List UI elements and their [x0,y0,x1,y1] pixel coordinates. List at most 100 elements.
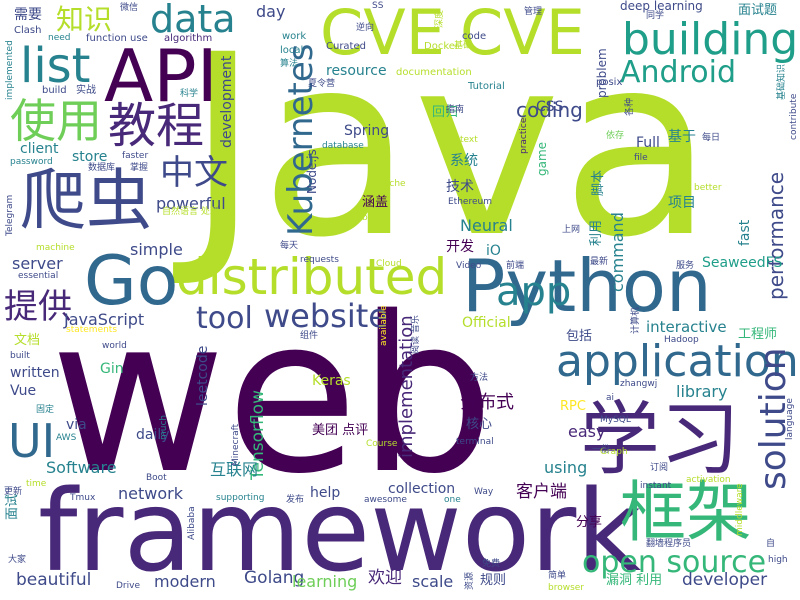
word-high: high [768,555,788,565]
word-dingyue: 订阅 [650,463,669,473]
word-yicun: 依存 [606,131,625,141]
word-leetcode: leetcode [195,345,211,406]
word-activation: activation [686,475,731,485]
word-golang: Golang [244,568,305,588]
word-baokuo: 包括 [566,329,593,344]
word-io: iO [486,243,501,259]
word-python: Python [462,244,712,328]
word-rpc: RPC [560,399,586,414]
word-building: building [622,14,799,65]
word-boot: Boot [146,473,167,483]
word-zhangwj: zhangwj [620,379,658,389]
word-liyong: 利用 [589,219,604,246]
word-day: day [256,2,286,21]
word-wendang: 文档 [14,333,41,348]
word-video: Video [456,261,482,271]
word-terminal: terminal [456,437,494,447]
word-jiandan: 简单 [548,571,567,581]
word-fangfa: 方法 [470,373,489,383]
word-alibaba: Alibaba [187,506,197,540]
word-fanqiang: 翻墙程序员 [646,539,692,549]
word-shujuku: 数据库 [88,163,116,173]
word-web: web [50,270,495,521]
word-mianshi: 面试 [5,493,20,520]
word-xuyao: 需要 [14,7,42,23]
word-tigong: 提供 [4,287,72,327]
word-shangwang: 上网 [562,225,581,235]
word-essential: essential [18,271,59,281]
word-huanying: 欢迎 [368,568,402,588]
word-go: Go [84,242,179,321]
word-ss: SS [372,1,384,11]
word-keras: Keras [312,373,351,389]
word-qianduan: 前端 [506,261,525,271]
word-xialingying: 夏令营 [308,79,336,89]
word-code: code [462,31,487,42]
word-network: network [118,484,183,503]
word-hulianwang: 互联网 [210,460,259,479]
word-application: application [556,336,799,387]
word-beautiful: beautiful [16,570,92,590]
word-drive: Drive [116,581,140,591]
word-open-source: open source [582,545,767,580]
word-resource: resource [326,63,387,79]
word-game: game [535,141,549,176]
word-learning: learning [292,572,358,591]
word-jishu: 技术 [446,179,474,195]
word-modern: modern [154,572,216,591]
word-ai: ai [606,393,615,403]
word-world: world [102,341,127,351]
word-available: available [379,305,389,346]
word-fenbushi: 分布式 [460,392,514,413]
word-middleware: middleware [735,483,745,536]
word-statements: statements [66,325,118,335]
word-jiyu: 基于 [668,129,696,145]
word-zujian: 组件 [300,331,319,341]
word-shendu: 深度 [435,9,445,28]
word-guanli: 管理 [524,7,543,17]
word-hadoop: Hadoop [664,335,699,345]
word-language: language [785,398,795,440]
word-zi: 自 [766,539,776,549]
word-hangai: 涵盖 [362,195,389,210]
word-scale: scale [412,572,454,591]
word-via: via [66,417,87,433]
word-telegram: Telegram [5,194,15,236]
word-zhinan: 指南 [446,105,465,115]
word-full: Full [636,135,660,151]
word-function-use: function use [86,33,148,44]
word-contribute: contribute [789,93,799,140]
word-ziyuan: 资源 [465,571,475,590]
word-using: using [544,458,588,477]
word-ethereum: Ethereum [448,197,492,207]
word-api: API [104,34,218,118]
word-javascript: JavaScript [64,310,145,329]
word-zhangwo: 掌握 [130,163,149,173]
word-implemented: implemented [5,40,15,100]
word-jiaocheng: 教程 [108,98,205,154]
word-cve-1: CVE [320,0,445,69]
word-fuwu: 服务 [676,261,695,271]
word-meituan: 美团 点评 [312,423,369,438]
word-seaweedfs: SeaweedFS [702,255,783,271]
word-practice: practice [519,117,529,154]
word-development: development [219,55,235,148]
word-app: app [496,269,572,315]
word-nodejs: Node.js [305,149,319,194]
word-gezhong: 各种 [625,97,635,116]
word-awesome: awesome [364,495,407,505]
word-supporting: supporting [216,493,265,503]
word-developer: developer [682,570,768,590]
word-jichuzhishi: 基础知识 [777,63,787,100]
word-browser: browser [548,583,585,593]
word-mianshiti: 面试题 [738,3,778,18]
word-distributed: distributed [176,248,448,306]
word-java: Java [186,1,715,292]
word-gin: Gin [100,361,124,377]
word-mianfei: 免费 [482,559,501,569]
word-jisuanji: 计算机 [631,306,641,334]
word-list: list [20,38,91,94]
word-store: store [72,149,108,165]
word-shiyong: 使用 [10,94,102,148]
word-guding: 固定 [36,405,55,415]
